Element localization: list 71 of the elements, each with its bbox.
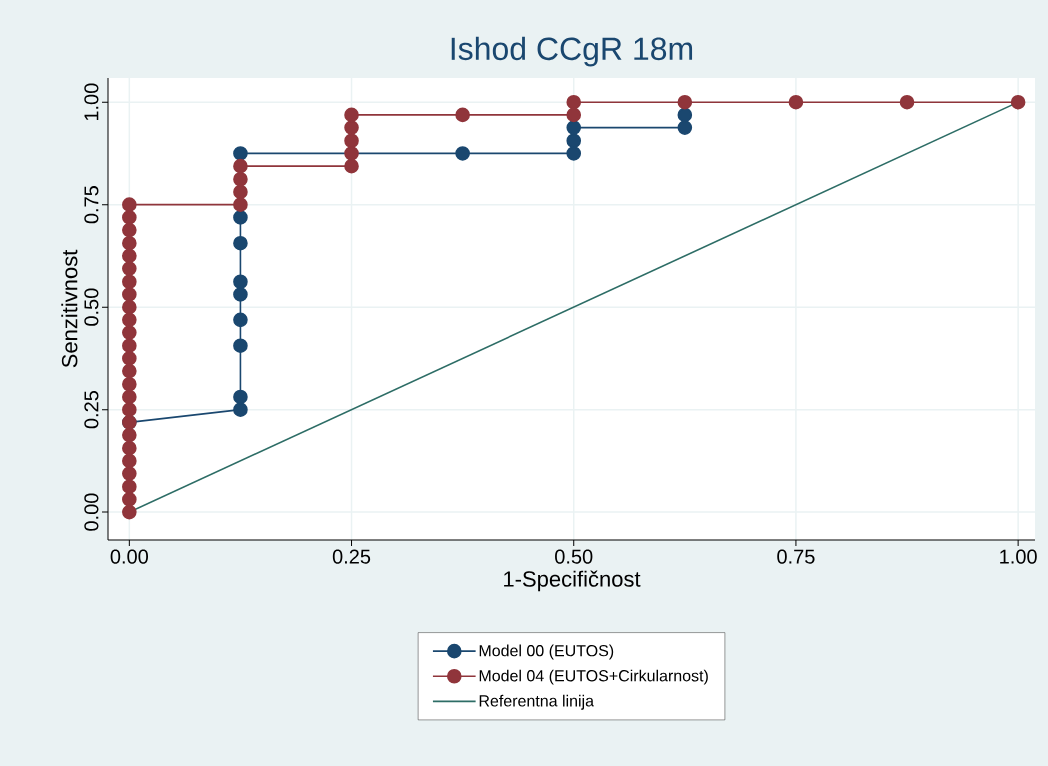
point (122, 440, 137, 456)
point (122, 351, 137, 366)
point (566, 146, 582, 161)
point (233, 274, 248, 290)
point (122, 376, 137, 392)
point (233, 338, 248, 353)
point (233, 312, 248, 328)
point (122, 235, 137, 251)
point (122, 287, 137, 302)
x-tick-label: 0.00 (110, 549, 149, 564)
point (122, 261, 137, 276)
point (455, 107, 470, 123)
point (122, 427, 137, 443)
point (233, 197, 248, 212)
x-tick-label: 0.75 (777, 549, 815, 564)
point (344, 120, 359, 135)
point (122, 338, 137, 353)
point (677, 120, 693, 135)
point (122, 248, 137, 264)
point (122, 197, 137, 212)
chart-title: Ishod CCgR 18m (451, 36, 693, 67)
y-tick-label: 1.00 (84, 83, 99, 121)
point (122, 492, 137, 507)
point (233, 235, 248, 251)
point (1010, 94, 1026, 110)
point (122, 479, 137, 495)
point (566, 107, 582, 123)
point (344, 158, 359, 174)
point (122, 402, 137, 417)
y-tick-label: 0.75 (84, 186, 99, 224)
point (233, 171, 248, 187)
point (122, 210, 137, 225)
y-axis-title: Senzitivnost (61, 249, 78, 368)
point (233, 389, 248, 405)
point (122, 222, 137, 238)
point (344, 107, 359, 123)
point (455, 146, 470, 161)
y-tick-label: 0.50 (84, 288, 99, 326)
point (233, 210, 248, 225)
y-tick-label: 0.00 (84, 493, 99, 531)
x-tick-label: 0.50 (555, 549, 593, 564)
point (233, 402, 248, 417)
point (233, 287, 248, 302)
x-axis-title: 1-Specifičnost (504, 570, 641, 592)
point (122, 274, 137, 290)
point (566, 133, 582, 149)
point (566, 120, 582, 135)
x-tick-label: 1.00 (1000, 549, 1037, 564)
point (566, 94, 582, 110)
x-tick-label: 0.25 (332, 549, 371, 564)
point (233, 158, 248, 174)
point (122, 389, 137, 405)
point (122, 363, 137, 379)
point (677, 107, 693, 123)
legend-label: Referentna linija (479, 694, 594, 710)
point (122, 466, 137, 481)
legend-label: Model 00 (EUTOS) (479, 644, 614, 660)
point (122, 299, 137, 315)
point (233, 184, 248, 200)
point (899, 94, 915, 110)
point (344, 146, 359, 161)
point (677, 94, 693, 110)
point (344, 133, 359, 149)
point (122, 325, 137, 340)
point (122, 504, 137, 520)
point (788, 94, 804, 110)
point (233, 146, 248, 161)
point (122, 453, 137, 469)
y-tick-label: 0.25 (84, 391, 99, 429)
legend-label: Model 04 (EUTOS+Cirkularnost) (479, 669, 708, 685)
point (122, 312, 137, 328)
